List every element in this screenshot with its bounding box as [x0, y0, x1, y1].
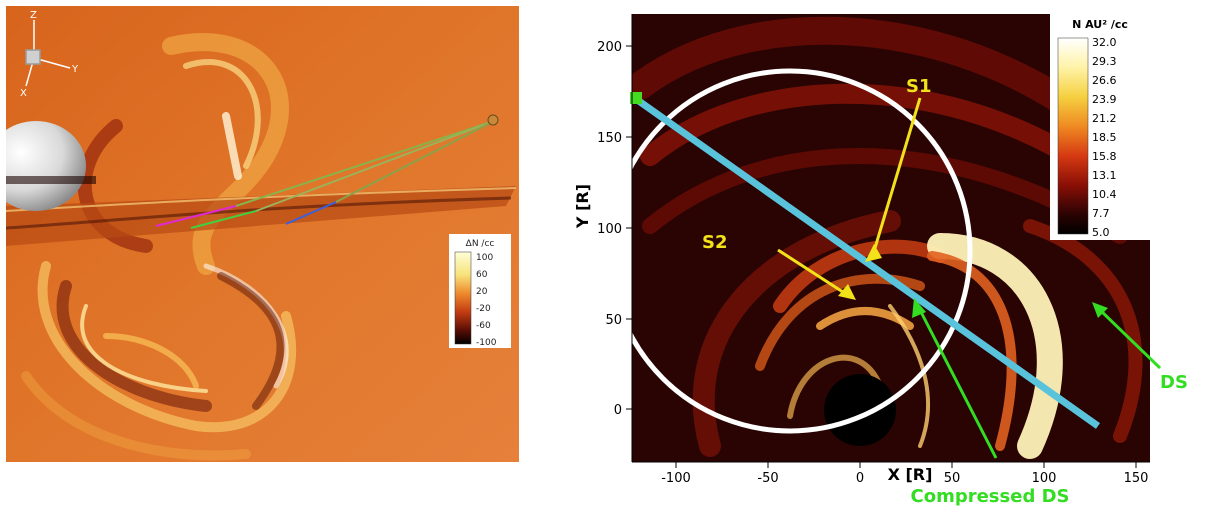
y-axis-ticks: 0 50 100 150 200 — [597, 40, 632, 418]
cut-line — [633, 96, 1101, 429]
triad-x-label: X — [20, 88, 27, 99]
y-tick-label: 200 — [597, 40, 622, 55]
x-tick-label: 0 — [856, 471, 864, 486]
annotation-arrows — [777, 97, 1162, 459]
x-axis-label: X [R] — [888, 465, 933, 484]
right-colorbar-tick: 29.3 — [1092, 55, 1117, 68]
cut-line-start-marker — [630, 92, 642, 104]
x-tick-label: -50 — [757, 471, 778, 486]
plasma-structures — [21, 33, 297, 461]
right-colorbar-tick: 32.0 — [1092, 36, 1117, 49]
left-colorbar-title: ΔN /cc — [466, 239, 495, 249]
right-colorbar-tick: 15.8 — [1092, 150, 1117, 163]
y-tick-label: 50 — [605, 313, 622, 328]
x-tick-label: 100 — [1032, 471, 1057, 486]
triad-y-label: Y — [71, 64, 79, 75]
left-colorbar-tick: 20 — [476, 287, 488, 297]
right-density-panel: 0 50 100 150 200 Y [R] -100 -50 0 50 100… — [560, 6, 1220, 507]
right-colorbar-tick: 26.6 — [1092, 74, 1117, 87]
central-body — [824, 374, 896, 446]
left-colorbar-tick: 60 — [476, 270, 488, 280]
x-axis-ticks: -100 -50 0 50 100 150 — [661, 462, 1148, 486]
right-colorbar-tick: 21.2 — [1092, 112, 1117, 125]
label-compressed-ds: Compressed DS — [911, 486, 1070, 506]
left-colorbar: ΔN /cc 100 60 20 -20 -60 -100 — [449, 234, 511, 348]
triad-z-label: Z — [30, 10, 37, 21]
left-colorbar-tick: -60 — [476, 321, 491, 331]
trajectory-lines — [155, 114, 499, 229]
y-tick-label: 150 — [597, 131, 622, 146]
x-tick-label: 150 — [1124, 471, 1149, 486]
right-colorbar-tick: 23.9 — [1092, 93, 1117, 106]
orbit-circle — [632, 68, 973, 434]
central-sphere — [6, 121, 96, 211]
right-colorbar-tick: 10.4 — [1092, 188, 1117, 201]
left-3d-panel: Z Y X ΔN /cc 100 60 20 -20 -60 -100 — [6, 6, 519, 462]
label-ds: DS — [1160, 372, 1188, 393]
right-colorbar: N AU² /cc 32.0 29.3 26.6 23.9 21.2 18.5 … — [1050, 14, 1150, 240]
right-colorbar-tick: 5.0 — [1092, 226, 1110, 239]
right-colorbar-tick: 13.1 — [1092, 169, 1117, 182]
y-tick-label: 0 — [614, 403, 622, 418]
right-density-plot: 0 50 100 150 200 Y [R] -100 -50 0 50 100… — [573, 14, 1188, 507]
left-colorbar-tick: 100 — [476, 253, 493, 263]
x-tick-label: 50 — [944, 471, 961, 486]
axes-triad: Z Y X — [20, 10, 79, 99]
x-tick-label: -100 — [661, 471, 691, 486]
right-colorbar-tick: 7.7 — [1092, 207, 1110, 220]
right-colorbar-title: N AU² /cc — [1072, 18, 1128, 31]
y-tick-label: 100 — [597, 222, 622, 237]
left-3d-render: Z Y X ΔN /cc 100 60 20 -20 -60 -100 — [6, 6, 519, 462]
label-s2: S2 — [702, 232, 728, 253]
left-colorbar-tick: -100 — [476, 338, 497, 348]
label-s1: S1 — [906, 76, 932, 97]
left-colorbar-tick: -20 — [476, 304, 491, 314]
axes-frame — [631, 14, 1150, 463]
right-colorbar-tick: 18.5 — [1092, 131, 1117, 144]
y-axis-label: Y [R] — [573, 184, 592, 229]
